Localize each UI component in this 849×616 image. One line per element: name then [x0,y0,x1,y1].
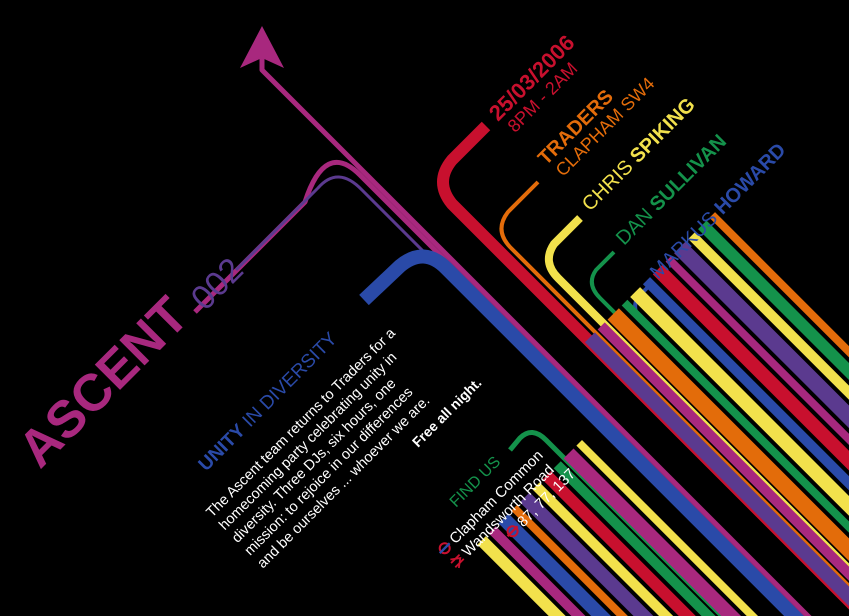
description: The Ascent team returns to Traders for a… [204,325,434,572]
blue-unity-frame-line [359,249,804,616]
red-line [437,121,849,610]
green-findus-line [508,430,726,616]
route-lines [193,55,849,616]
stripe-band-bottom [477,439,795,616]
magenta-arrow-line [259,55,812,616]
tagline-bold: UNITY [195,420,250,475]
ascent-number: 002 [184,251,251,318]
yellow-line [544,215,849,575]
event-title: ASCENT [7,286,199,478]
event-number: 002 [184,251,251,318]
underground-roundel-icon [438,542,451,555]
bus-roundel-icon [506,525,519,538]
purple-frame-line [234,175,791,616]
dj-first-name: DAN [612,204,657,249]
ascent-title: ASCENT [7,286,199,478]
orange-line [499,180,849,589]
up-arrow-icon [240,26,284,68]
dj-first-name: CHRIS [578,156,638,216]
stripe-band-right [584,212,849,616]
green-line [589,250,849,550]
national-rail-icon [450,553,465,569]
